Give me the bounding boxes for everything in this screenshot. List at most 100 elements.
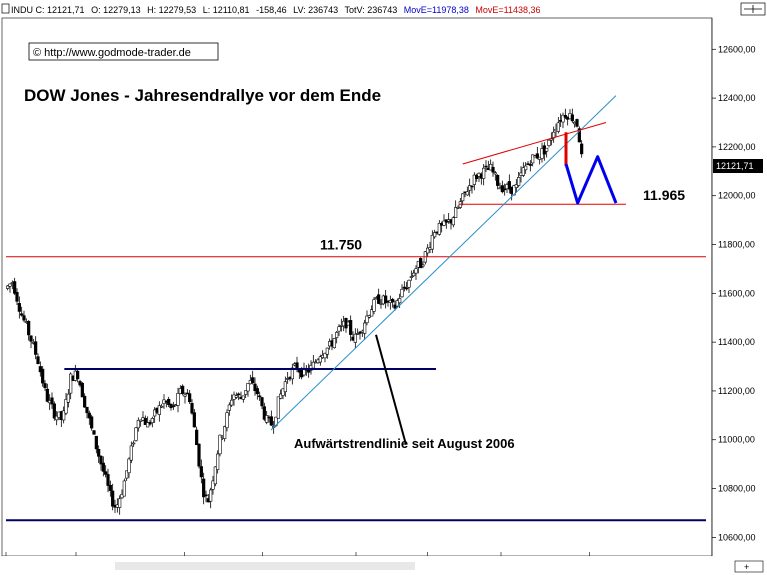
candle-body — [157, 405, 161, 415]
candle-body — [55, 415, 59, 421]
candle — [363, 319, 367, 341]
candle-body — [442, 220, 446, 226]
y-axis-ticks: 10600,00 10800,00 11000,00 11200,00 11400,00… — [712, 44, 756, 542]
candle-body — [409, 276, 413, 278]
candle — [27, 320, 31, 341]
candle-body — [22, 315, 26, 321]
candle — [43, 380, 47, 391]
candle — [454, 200, 458, 218]
candle — [97, 445, 101, 463]
candle — [337, 324, 341, 336]
candle-body — [199, 466, 203, 478]
candle — [442, 214, 446, 227]
candle-body — [223, 426, 227, 439]
candle — [377, 288, 381, 305]
candle-body — [64, 399, 68, 414]
candle-body — [358, 331, 362, 334]
candle — [17, 296, 21, 319]
candle-body — [197, 443, 201, 467]
candle — [99, 455, 103, 471]
candle-body — [377, 294, 381, 304]
candle — [34, 336, 38, 360]
candle-body — [253, 383, 257, 392]
candle-body — [412, 272, 416, 277]
candle — [372, 296, 376, 315]
timeline-scrollbar[interactable] — [115, 562, 415, 570]
candle-body — [395, 300, 399, 307]
candle-body — [507, 181, 511, 190]
y-tick-label-10600: 10600,00 — [718, 532, 756, 542]
candle-body — [398, 298, 402, 304]
candle-body — [482, 167, 486, 179]
candle — [269, 410, 273, 426]
candle — [393, 300, 397, 311]
candle — [514, 179, 518, 193]
panel-control-icon — [744, 5, 762, 13]
candle — [69, 372, 73, 400]
candle — [318, 354, 322, 366]
candle — [353, 328, 357, 349]
candle-body — [204, 494, 208, 497]
candle — [136, 417, 140, 432]
candle-body — [132, 442, 136, 445]
candle-body — [491, 167, 495, 173]
candle-body — [209, 489, 213, 502]
candle — [143, 415, 147, 426]
candle-body — [83, 395, 87, 408]
candle-body — [430, 234, 434, 250]
candle — [6, 285, 10, 291]
status-right-button[interactable] — [734, 560, 764, 573]
candle — [225, 409, 229, 432]
candle — [134, 427, 138, 442]
candle-body — [181, 385, 185, 394]
candle-body — [262, 406, 266, 420]
candle — [139, 419, 143, 427]
candle — [279, 389, 283, 400]
y-tick-label-11400: 11400,00 — [718, 337, 755, 347]
candle-body — [323, 352, 327, 359]
candle-body — [484, 165, 488, 168]
candle-body — [237, 393, 241, 396]
candle — [521, 162, 525, 178]
candle — [15, 288, 19, 305]
candle-body — [129, 445, 133, 461]
candle — [395, 298, 399, 308]
candle-body — [269, 416, 273, 426]
candle — [475, 173, 479, 182]
candle — [29, 335, 33, 349]
candle-body — [202, 478, 206, 498]
candle-body — [337, 326, 341, 332]
candle-body — [15, 292, 19, 302]
window-icon[interactable] — [1, 3, 10, 14]
header-open: O: 12279,13 — [91, 5, 141, 15]
candle-body — [255, 388, 259, 395]
candle-body — [503, 188, 507, 191]
candle-body — [421, 264, 425, 267]
candle-body — [153, 409, 157, 417]
candle — [437, 220, 441, 236]
plot-area — [1, 17, 713, 557]
candle — [547, 139, 551, 148]
candle-body — [20, 313, 24, 316]
candle-body — [414, 268, 418, 274]
candle-body — [547, 139, 551, 146]
candle — [563, 108, 567, 120]
candle-body — [456, 207, 460, 209]
header-lv: LV: 236743 — [293, 5, 338, 15]
candle — [218, 434, 222, 457]
candle-body — [195, 429, 199, 446]
candle — [391, 297, 395, 308]
candle — [246, 383, 250, 397]
candle — [181, 384, 185, 396]
candle — [101, 456, 105, 477]
candle-body — [570, 114, 574, 122]
candle — [104, 465, 108, 478]
candle-body — [106, 474, 110, 486]
candle-body — [246, 383, 250, 392]
candle — [412, 269, 416, 278]
y-tick-label-12000: 12000,00 — [718, 191, 756, 201]
candle-body — [190, 403, 194, 414]
copyright-box: © http://www.godmode-trader.de — [28, 42, 219, 61]
candle-body — [127, 458, 131, 474]
candle-body — [216, 453, 220, 470]
